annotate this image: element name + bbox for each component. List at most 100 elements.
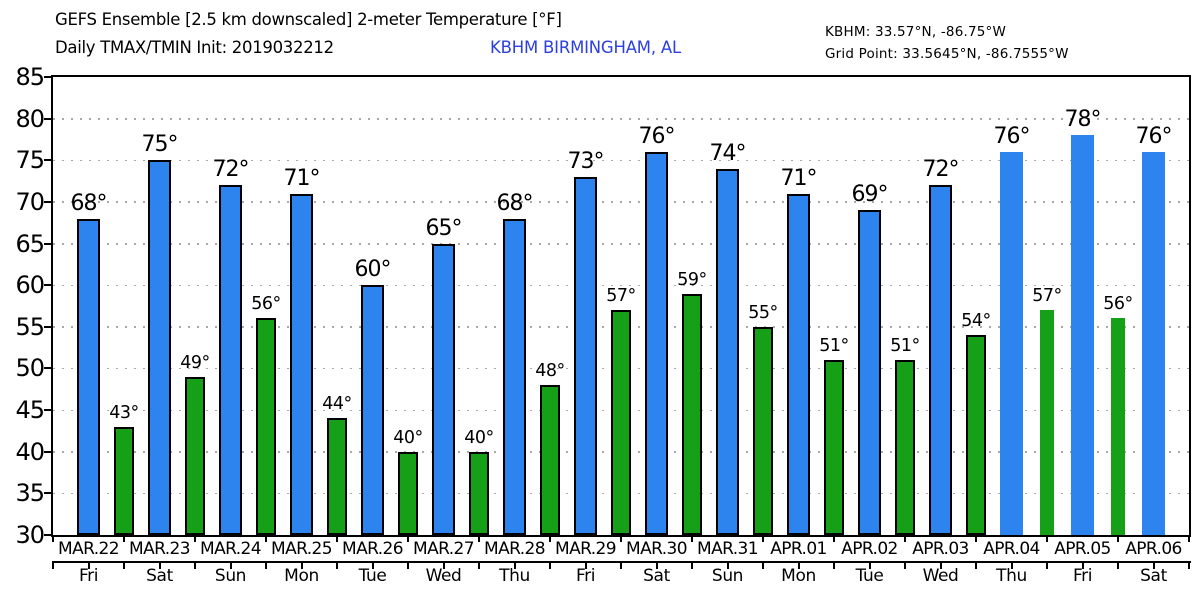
weekday-axis-tick <box>407 561 409 569</box>
tmax-value-label: 76° <box>993 123 1031 149</box>
weekday-axis-tick <box>371 561 374 569</box>
weekday-axis-tick <box>1046 561 1048 569</box>
weekday-label: Sat <box>643 566 670 586</box>
station-name: KBHM BIRMINGHAM, AL <box>490 38 682 57</box>
tmin-bar <box>753 326 773 535</box>
weekday-label: Sun <box>711 566 744 586</box>
tmax-value-label: 69° <box>851 182 889 208</box>
tmin-value-label: 56° <box>1103 294 1133 315</box>
weekday-axis-tick <box>975 561 977 569</box>
y-axis-tick <box>44 367 53 370</box>
y-axis-tick <box>44 117 53 120</box>
y-axis-label: 80 <box>15 104 45 133</box>
x-axis-tick <box>762 535 764 542</box>
weekday-label: Sun <box>214 566 247 586</box>
weekday-axis-tick <box>691 561 693 569</box>
date-label: MAR.28 <box>484 539 546 559</box>
y-axis-tick <box>44 534 53 536</box>
date-label: APR.02 <box>841 539 898 559</box>
tmin-value-label: 51° <box>819 336 849 357</box>
weekday-axis-tick <box>478 561 480 569</box>
tmax-bar <box>77 218 100 535</box>
tmax-bar <box>219 185 242 535</box>
weekday-label: Thu <box>996 566 1027 586</box>
y-axis-label: 40 <box>15 437 45 466</box>
weekday-axis-tick <box>229 561 232 569</box>
weekday-label: Sat <box>1140 566 1167 586</box>
x-axis-tick <box>52 535 54 542</box>
tmax-bar <box>432 243 455 535</box>
weekday-axis-tick <box>123 561 125 569</box>
y-axis-label: 60 <box>15 271 45 300</box>
tmax-value-label: 75° <box>141 132 179 158</box>
weekday-label: Tue <box>855 566 884 586</box>
y-axis-tick <box>44 159 53 162</box>
tmin-value-label: 43° <box>109 402 139 423</box>
tmin-bar <box>398 451 418 535</box>
y-axis-tick <box>44 409 53 412</box>
y-axis-tick <box>44 76 53 78</box>
y-axis-label: 70 <box>15 187 45 216</box>
tmin-value-label: 40° <box>464 427 494 448</box>
tmin-value-label: 54° <box>961 311 991 332</box>
tmin-value-label: 51° <box>890 336 920 357</box>
x-axis-tick <box>904 535 906 542</box>
tmax-bar <box>787 193 810 535</box>
tmin-value-label: 49° <box>180 352 210 373</box>
chart-title: GEFS Ensemble [2.5 km downscaled] 2-mete… <box>55 10 562 29</box>
weekday-axis-tick <box>300 561 303 569</box>
x-axis-tick <box>1188 535 1190 542</box>
tmin-bar <box>895 360 915 535</box>
weekday-axis-tick <box>868 561 871 569</box>
tmax-value-label: 73° <box>567 148 605 174</box>
weekday-label: Wed <box>425 566 462 586</box>
x-axis-tick <box>194 535 196 542</box>
tmax-bar <box>290 193 313 535</box>
tmax-bar <box>716 168 739 535</box>
date-label: APR.06 <box>1125 539 1182 559</box>
tmin-value-label: 59° <box>677 269 707 290</box>
y-axis-label: 35 <box>15 479 45 508</box>
y-axis-tick <box>44 492 53 495</box>
chart-subtitle: Daily TMAX/TMIN Init: 2019032212 <box>55 38 334 57</box>
tmin-value-label: 57° <box>1032 286 1062 307</box>
tmax-value-label: 71° <box>780 165 818 191</box>
tmin-value-label: 40° <box>393 427 423 448</box>
tmin-bar <box>256 318 276 535</box>
weekday-axis-tick <box>52 561 54 569</box>
date-label: MAR.29 <box>555 539 617 559</box>
x-axis-tick <box>478 535 480 542</box>
gridline <box>53 284 1189 287</box>
date-label: APR.04 <box>983 539 1040 559</box>
weekday-axis-tick <box>833 561 835 569</box>
y-axis-tick <box>44 200 53 203</box>
weekday-axis-tick <box>1188 561 1190 569</box>
date-label: APR.03 <box>912 539 969 559</box>
gridline <box>53 243 1189 245</box>
weekday-axis-tick <box>797 561 800 569</box>
weekday-axis-tick <box>655 561 658 569</box>
weekday-label: Sat <box>146 566 173 586</box>
tmin-bar <box>1040 310 1054 535</box>
tmax-value-label: 72° <box>922 157 960 183</box>
weekday-axis-tick <box>939 561 942 569</box>
x-axis-tick <box>691 535 693 542</box>
weekday-label: Fri <box>575 566 596 586</box>
weekday-axis-tick <box>336 561 338 569</box>
x-axis-tick <box>833 535 835 542</box>
tmax-value-label: 74° <box>709 140 747 166</box>
tmin-value-label: 44° <box>322 394 352 415</box>
tmin-value-label: 55° <box>748 302 778 323</box>
weekday-axis-tick <box>726 561 729 569</box>
tmax-bar <box>645 151 668 535</box>
weekday-label: Fri <box>1072 566 1093 586</box>
tmin-bar <box>824 360 844 535</box>
tmax-value-label: 76° <box>638 123 676 149</box>
tmax-bar <box>1142 151 1165 535</box>
x-axis-tick <box>123 535 125 542</box>
x-axis-tick <box>1046 535 1048 542</box>
tmax-value-label: 68° <box>496 190 534 216</box>
weekday-label: Tue <box>358 566 387 586</box>
tmax-value-label: 71° <box>283 165 321 191</box>
